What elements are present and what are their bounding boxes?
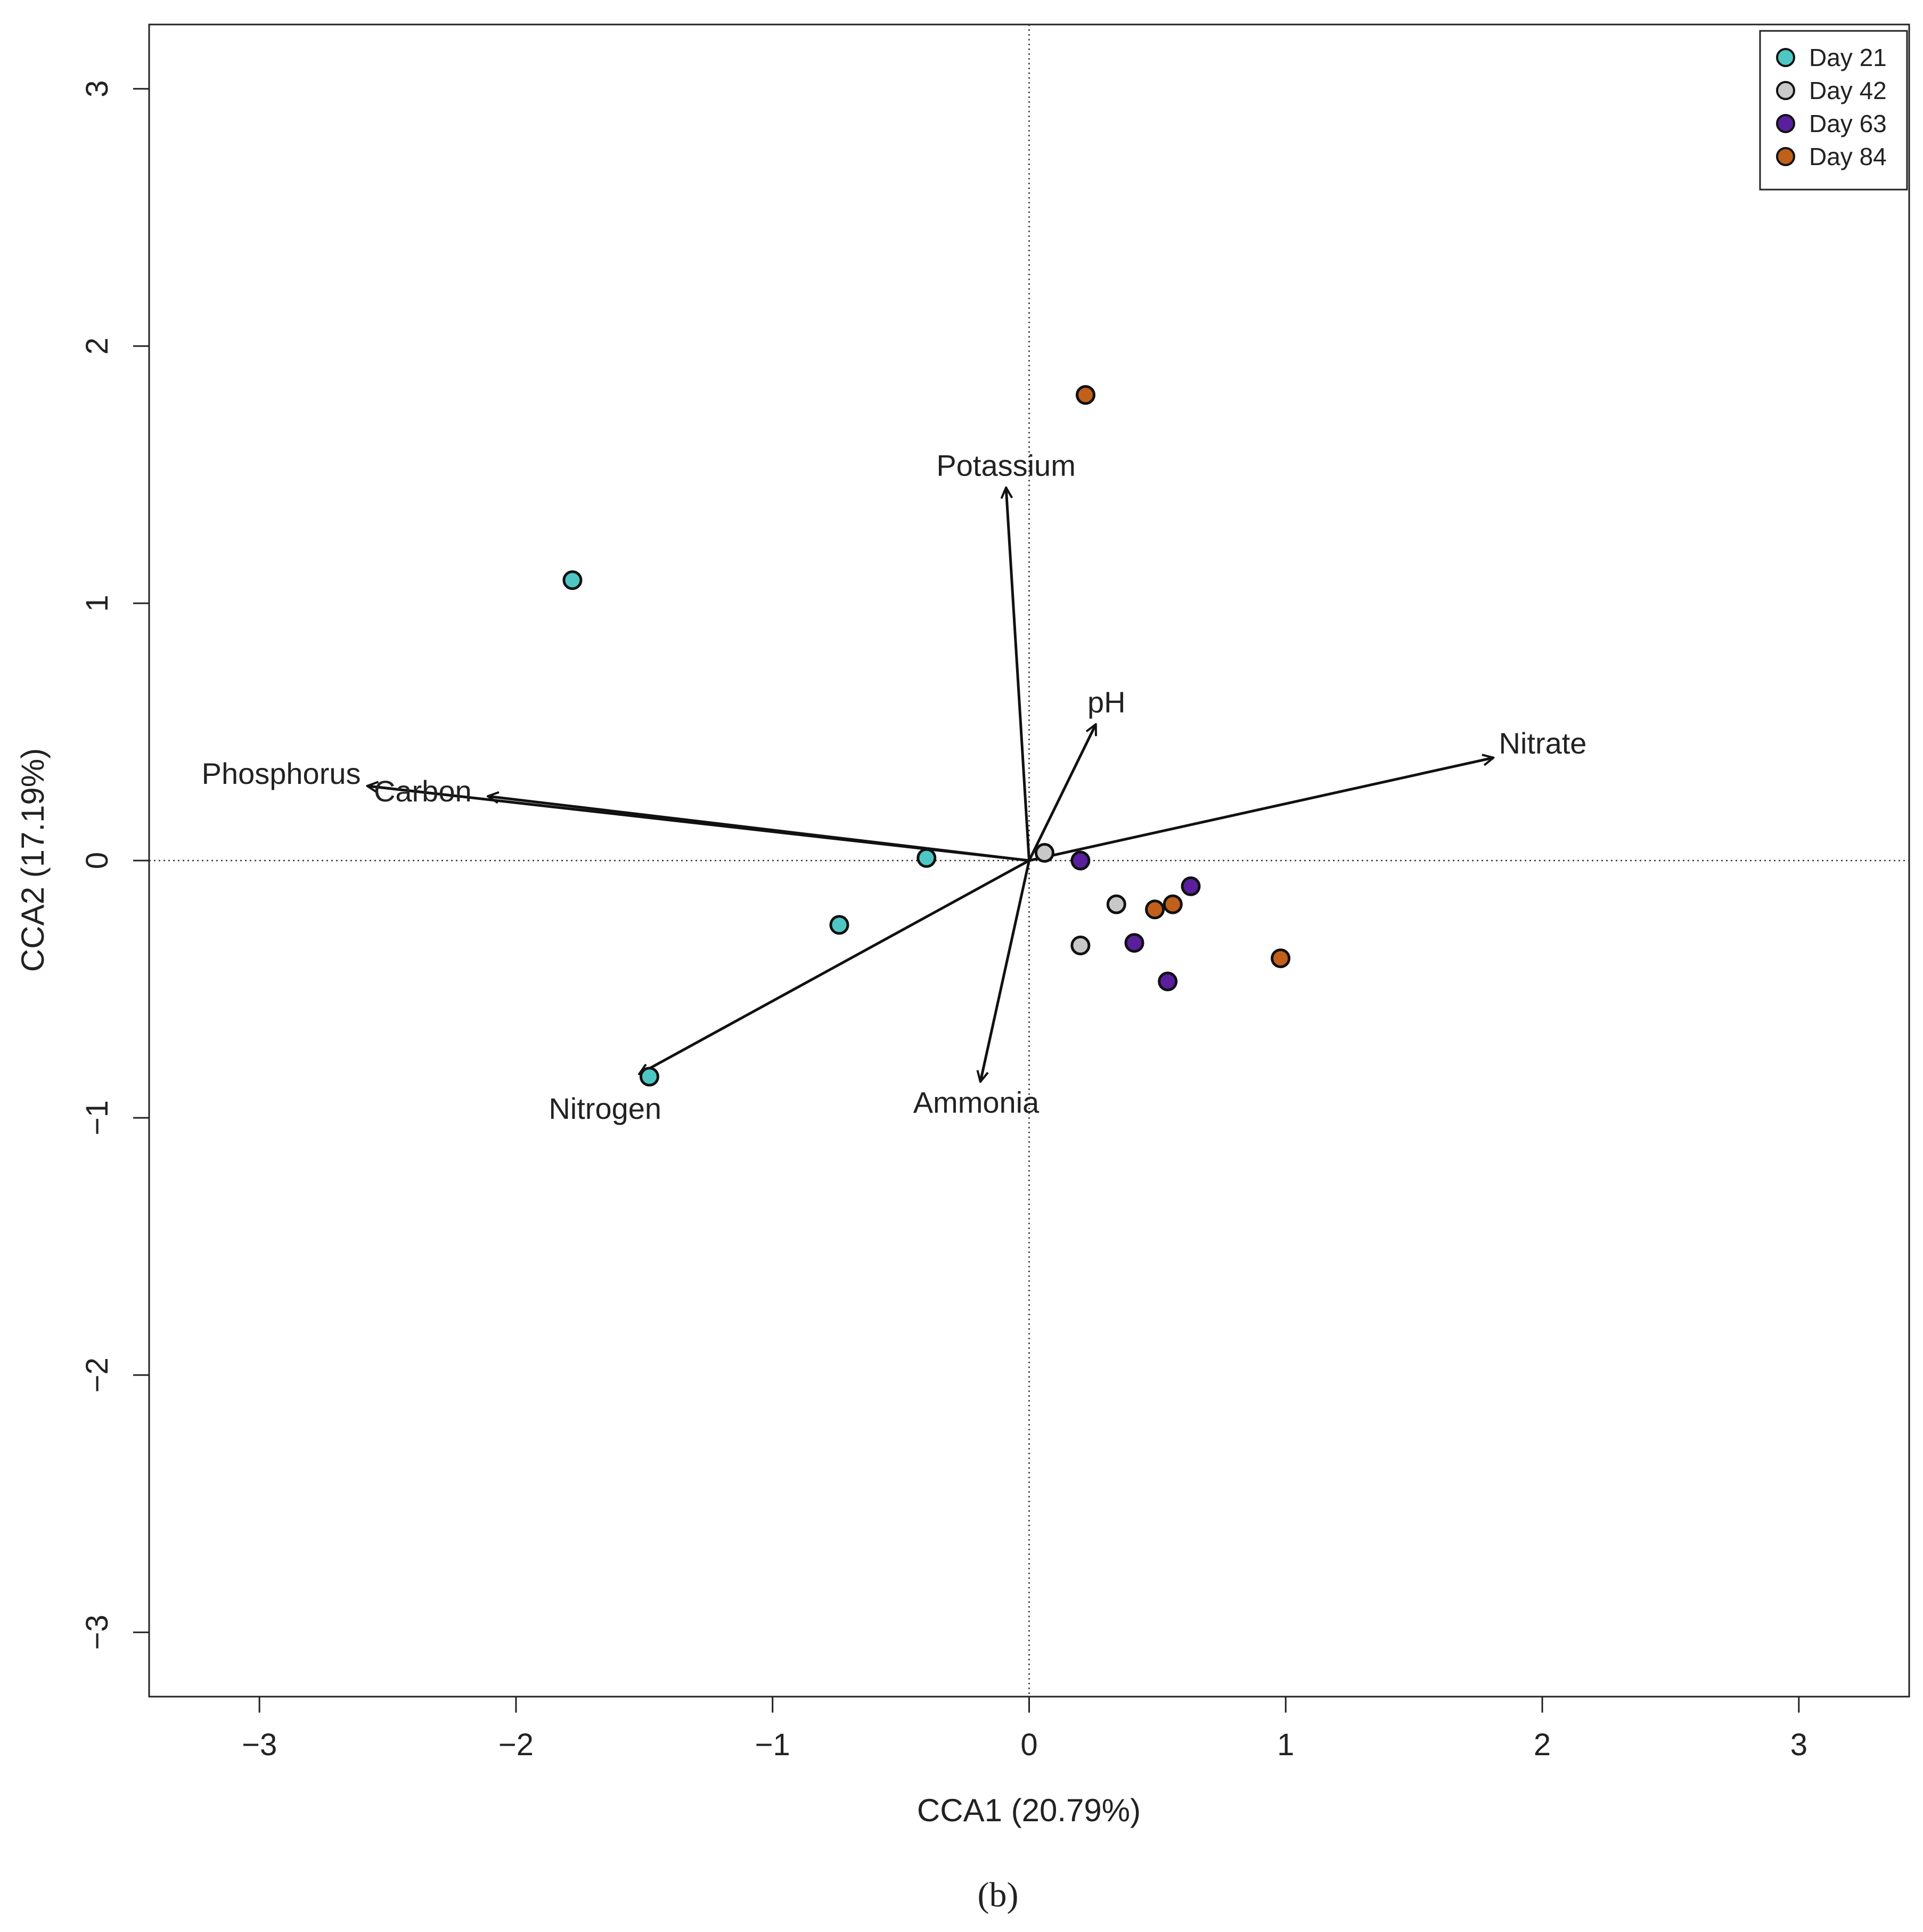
x-axis-title: CCA1 (20.79%): [917, 1792, 1141, 1828]
vector-arrow-ph: [1028, 724, 1098, 862]
vector-label-nitrogen: Nitrogen: [549, 1092, 661, 1125]
vector-arrow-carbon: [488, 796, 1029, 862]
legend: Day 21 Day 42 Day 63 Day 84: [1759, 30, 1908, 191]
vector-label-nitrate: Nitrate: [1499, 726, 1587, 760]
x-tick-label: −3: [242, 1728, 277, 1762]
vector-label-carbon: Carbon: [374, 774, 472, 808]
point-day-84: [1271, 948, 1291, 969]
y-tick-label: 3: [80, 80, 114, 97]
x-tick-label: −1: [755, 1728, 790, 1762]
point-day-21: [562, 570, 583, 590]
vector-label-potassium: Potassium: [936, 449, 1075, 482]
point-day-21: [639, 1067, 659, 1087]
panel-label: (b): [978, 1876, 1019, 1914]
x-tick-label: 0: [1020, 1728, 1037, 1762]
point-day-21: [917, 848, 937, 868]
vector-label-ammonia: Ammonia: [913, 1085, 1040, 1119]
point-day-63: [1181, 876, 1201, 896]
legend-label-day-84: Day 84: [1809, 143, 1887, 170]
point-day-42: [1034, 843, 1054, 863]
y-tick-label: −1: [80, 1100, 114, 1135]
point-day-42: [1070, 935, 1091, 955]
y-tick-label: 2: [80, 338, 114, 355]
point-day-21: [829, 915, 849, 935]
vector-label-phosphorus: Phosphorus: [202, 757, 361, 790]
y-tick-label: −3: [80, 1615, 114, 1650]
legend-marker-day-84: [1776, 147, 1795, 166]
point-day-63: [1070, 850, 1091, 871]
point-day-84: [1145, 899, 1165, 920]
vector-arrow-ammonia: [980, 860, 1030, 1082]
y-axis-title: CCA2 (17.19%): [15, 748, 51, 972]
x-tick-label: −2: [498, 1728, 534, 1762]
legend-label-day-63: Day 63: [1809, 110, 1887, 137]
x-tick-label: 3: [1790, 1728, 1807, 1762]
legend-label-day-21: Day 21: [1809, 44, 1887, 71]
point-day-63: [1158, 971, 1178, 992]
point-day-42: [1106, 894, 1126, 914]
point-day-84: [1163, 894, 1183, 914]
vector-label-ph: pH: [1087, 685, 1126, 719]
vector-arrow-nitrate: [1028, 758, 1494, 862]
x-tick-label: 1: [1277, 1728, 1294, 1762]
legend-marker-day-21: [1776, 48, 1795, 67]
y-tick-label: 1: [80, 595, 114, 612]
vector-arrow-nitrogen: [639, 859, 1030, 1076]
point-day-63: [1124, 933, 1144, 953]
x-tick-label: 2: [1534, 1728, 1551, 1762]
y-tick-label: 0: [80, 852, 114, 869]
legend-label-day-42: Day 42: [1809, 77, 1887, 104]
legend-marker-day-42: [1776, 81, 1795, 100]
vector-arrow-potassium: [1006, 488, 1030, 861]
point-day-84: [1075, 385, 1095, 405]
y-tick-label: −2: [80, 1357, 114, 1393]
legend-marker-day-63: [1776, 114, 1795, 133]
